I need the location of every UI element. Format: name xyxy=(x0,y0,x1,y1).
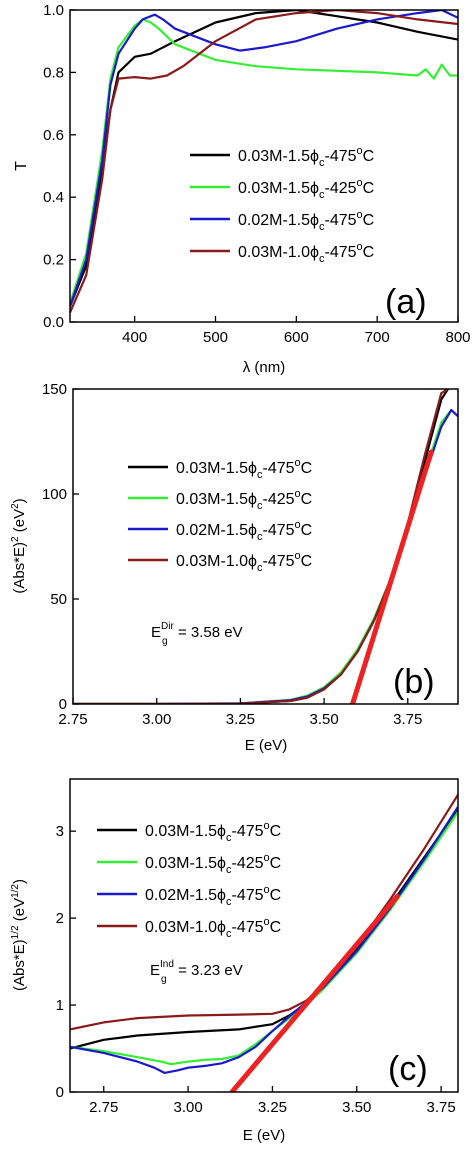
panel-c-ytick-label: 2 xyxy=(56,910,64,927)
panel-b-series-line-3 xyxy=(73,389,449,704)
panel-b-legend-label-1: 0.03M-1.5ϕc-425oC xyxy=(176,488,312,512)
panel-a-series-line-3 xyxy=(70,10,458,314)
panel-b-legend-label-2: 0.02M-1.5ϕc-475oC xyxy=(176,519,312,543)
panel-b-fit-line xyxy=(350,449,434,704)
panel-c-xlabel: E (eV) xyxy=(243,1127,286,1144)
panel-a-xtick-label: 400 xyxy=(122,329,147,346)
panel-c-legend-label-1: 0.03M-1.5ϕc-425oC xyxy=(145,852,281,876)
panel-b-legend-label-3: 0.03M-1.0ϕc-475oC xyxy=(176,550,312,574)
panel-a-ytick-label: 0.6 xyxy=(43,127,64,144)
panel-b-legend: 0.03M-1.5ϕc-475oC 0.03M-1.5ϕc-425oC 0.02M-… xyxy=(128,457,312,574)
panel-a-series-line-2 xyxy=(70,10,458,307)
panel-c-xtick-label: 3.25 xyxy=(258,1099,287,1116)
panel-b-series-line-0 xyxy=(73,389,449,704)
panel-c-fit-line xyxy=(229,893,400,1092)
panel-c-series xyxy=(70,794,458,1092)
panel-c-legend-label-3: 0.03M-1.0ϕc-475oC xyxy=(145,916,281,940)
panel-c-ytick-label: 0 xyxy=(56,1084,64,1101)
panel-a: 400 500 600 700 800 0.0 0.2 0.4 0.6 0.8 1.0 0.03M-… xyxy=(13,2,471,376)
panel-b-xtick-label: 3.25 xyxy=(226,711,255,728)
panel-b-legend-label-0: 0.03M-1.5ϕc-475oC xyxy=(176,457,312,481)
panel-b-ytick-label: 0 xyxy=(59,696,67,713)
panel-c-annotation-sup: Ind xyxy=(160,959,174,970)
panel-c-plot-frame xyxy=(69,778,459,1093)
panel-b-xlabel: E (eV) xyxy=(245,737,288,754)
panel-c-series-line-3 xyxy=(70,794,458,1031)
panel-a-ylabel: T xyxy=(13,161,30,171)
panel-c-label: (c) xyxy=(388,1050,428,1088)
panel-a-ytick-label: 0.2 xyxy=(43,252,64,269)
panel-c-xtick-label: 3.00 xyxy=(173,1099,202,1116)
panel-a-ytick-label: 0.0 xyxy=(43,314,64,331)
panel-a-xtick-label: 600 xyxy=(284,329,309,346)
panel-a-legend: 0.03M-1.5ϕc-475oC 0.03M-1.5ϕc-425oC 0.02M-… xyxy=(190,145,374,265)
panel-a-series-line-1 xyxy=(70,18,458,304)
panel-b-xtick-label: 3.00 xyxy=(142,711,171,728)
panel-c-ylabel: (Abs*E)1/2 (eV1/2) xyxy=(10,879,28,991)
panel-b: 2.75 3.00 3.25 3.50 3.75 0 50 100 150 0.03M-1.5ϕ… xyxy=(10,381,459,754)
panel-c-xtick-label: 3.75 xyxy=(427,1099,456,1116)
panel-c-ytick-label: 3 xyxy=(56,823,64,840)
panel-b-ytick-label: 50 xyxy=(50,591,67,608)
panel-a-label: (a) xyxy=(385,283,427,321)
panel-a-legend-label-1: 0.03M-1.5ϕc-425oC xyxy=(238,177,374,201)
panel-b-ytick-label: 150 xyxy=(42,381,67,398)
panel-b-annotation-main: E xyxy=(151,624,161,641)
panel-b-annotation-sub: g xyxy=(162,636,168,647)
panel-c-xtick-label: 3.50 xyxy=(342,1099,371,1116)
panel-b-ylabel: (Abs*E)2 (eV2) xyxy=(10,498,28,593)
panel-b-xtick-label: 2.75 xyxy=(58,711,87,728)
panel-c-annotation: EInd = 3.23 eV xyxy=(150,959,243,979)
panel-a-plot-frame xyxy=(69,9,459,323)
panel-a-xtick-label: 700 xyxy=(365,329,390,346)
panel-c: 2.75 3.00 3.25 3.50 3.75 0 1 2 3 0.03M-1.5ϕc-475… xyxy=(10,778,459,1144)
panel-a-legend-label-3: 0.03M-1.0ϕc-475oC xyxy=(238,241,374,265)
panel-a-xtick-label: 500 xyxy=(203,329,228,346)
panel-c-legend-label-0: 0.03M-1.5ϕc-475oC xyxy=(145,820,281,844)
panel-c-annotation-main: E xyxy=(150,962,160,979)
panel-a-legend-label-0: 0.03M-1.5ϕc-475oC xyxy=(238,145,374,169)
panel-b-ticks: 2.75 3.00 3.25 3.50 3.75 0 50 100 150 xyxy=(42,381,422,728)
panel-a-legend-label-2: 0.02M-1.5ϕc-475oC xyxy=(238,209,374,233)
panel-b-series xyxy=(73,389,458,704)
panel-b-ytick-label: 100 xyxy=(42,486,67,503)
panel-a-ytick-label: 1.0 xyxy=(43,2,64,19)
panel-a-series xyxy=(70,10,458,314)
panel-b-xtick-label: 3.50 xyxy=(309,711,338,728)
panel-a-ticks: 400 500 600 700 800 0.0 0.2 0.4 0.6 0.8 1.0 xyxy=(43,2,470,346)
panel-a-xlabel: λ (nm) xyxy=(243,359,286,376)
panel-c-ytick-label: 1 xyxy=(56,997,64,1014)
panel-b-xtick-label: 3.75 xyxy=(393,711,422,728)
panel-c-legend-label-2: 0.02M-1.5ϕc-475oC xyxy=(145,884,281,908)
panel-b-annotation-sup: Dir xyxy=(161,621,174,632)
panel-c-xtick-label: 2.75 xyxy=(89,1099,118,1116)
panel-c-series-line-0 xyxy=(70,808,458,1050)
panel-a-ytick-label: 0.4 xyxy=(43,189,64,206)
panel-c-ticks: 2.75 3.00 3.25 3.50 3.75 0 1 2 3 xyxy=(56,823,456,1116)
panel-c-annotation-sub: g xyxy=(161,974,167,985)
panel-c-series-line-2 xyxy=(70,806,458,1075)
panel-c-legend: 0.03M-1.5ϕc-475oC 0.03M-1.5ϕc-425oC 0.02M-… xyxy=(97,820,281,940)
panel-b-annotation-rest: = 3.58 eV xyxy=(174,624,243,641)
panel-b-plot-frame xyxy=(72,388,459,705)
panel-a-xtick-label: 800 xyxy=(445,329,470,346)
panel-a-ytick-label: 0.8 xyxy=(43,64,64,81)
panel-c-annotation-rest: = 3.23 eV xyxy=(174,962,243,979)
panel-b-annotation: EDir = 3.58 eV xyxy=(151,621,243,641)
panel-b-label: (b) xyxy=(393,663,435,701)
